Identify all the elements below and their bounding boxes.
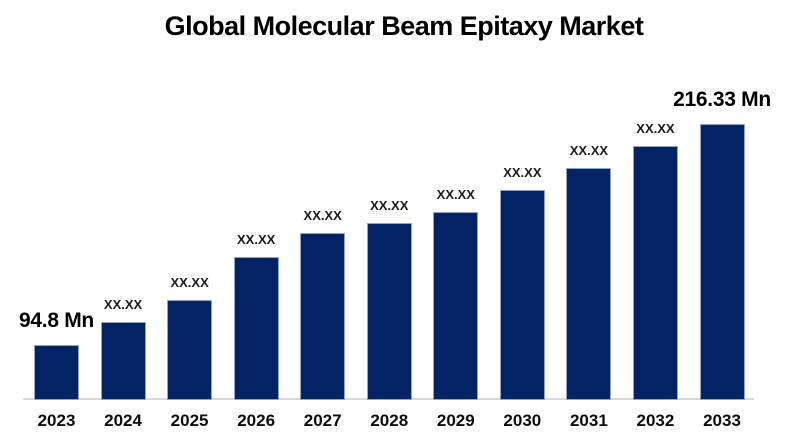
bar-value-label-2027: XX.XX xyxy=(303,208,342,223)
bar-value-label-2028: XX.XX xyxy=(370,198,409,213)
x-axis-label-2030: 2030 xyxy=(503,411,542,430)
bar-value-label-2033: 216.33 Mn xyxy=(673,88,771,111)
bar-value-label-2032: XX.XX xyxy=(636,121,675,136)
bar-value-label-2023: 94.8 Mn xyxy=(19,309,94,332)
bar-2033 xyxy=(699,124,745,400)
bar-2023 xyxy=(34,345,79,400)
bar-2025 xyxy=(167,300,213,400)
bar-value-label-2031: XX.XX xyxy=(569,143,609,158)
bar-2026 xyxy=(233,257,279,400)
bar-value-label-2025: XX.XX xyxy=(170,275,209,290)
bar-value-label-2030: XX.XX xyxy=(503,165,542,180)
bar-value-label-2024: XX.XX xyxy=(103,297,143,312)
bar-2029 xyxy=(433,212,479,400)
bar-2024 xyxy=(100,322,146,400)
bar-2028 xyxy=(366,223,412,400)
x-axis-label-2027: 2027 xyxy=(303,411,342,430)
x-axis-label-2025: 2025 xyxy=(170,411,209,430)
x-axis-label-2024: 2024 xyxy=(104,411,142,430)
bar-value-label-2029: XX.XX xyxy=(436,187,475,202)
bar-2030 xyxy=(499,190,545,400)
x-axis-label-2026: 2026 xyxy=(237,411,276,430)
bar-2031 xyxy=(566,168,612,400)
bar-2032 xyxy=(632,146,678,400)
bar-2027 xyxy=(300,233,346,400)
x-axis-label-2033: 2033 xyxy=(703,411,741,430)
x-axis-label-2028: 2028 xyxy=(370,411,409,430)
x-axis-label-2023: 2023 xyxy=(37,411,76,430)
bar-value-label-2026: XX.XX xyxy=(236,232,276,247)
x-axis-label-2029: 2029 xyxy=(436,411,475,430)
x-axis-label-2031: 2031 xyxy=(569,411,608,430)
chart-title: Global Molecular Beam Epitaxy Market xyxy=(164,11,644,41)
x-axis-label-2032: 2032 xyxy=(636,411,675,430)
